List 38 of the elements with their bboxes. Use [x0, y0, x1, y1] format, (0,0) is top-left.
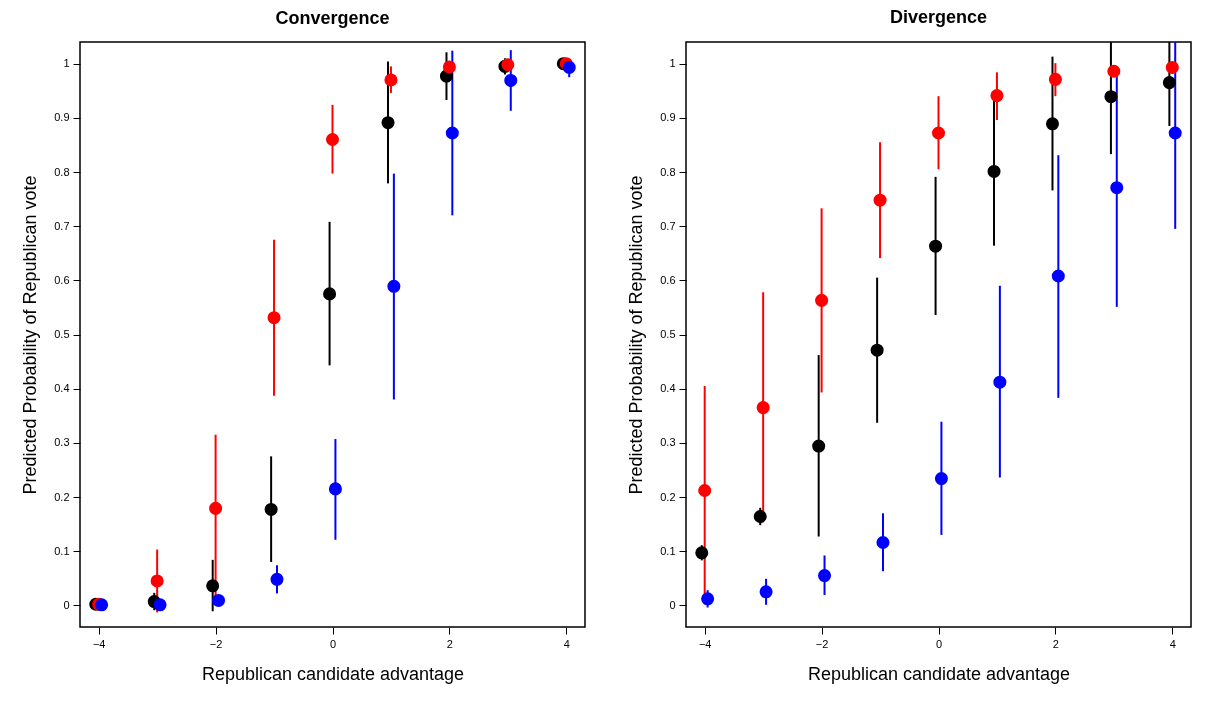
x-axis-title: Republican candidate advantage	[201, 663, 465, 684]
y-tick-label: 0.2	[54, 490, 70, 503]
y-tick-label: 0.7	[660, 219, 676, 232]
y-tick-label: 0.3	[660, 436, 676, 449]
chart-title: Divergence	[889, 7, 988, 27]
y-tick-label: 0.1	[54, 544, 70, 557]
x-tick-label: −4	[92, 637, 106, 650]
y-tick-label: 0.2	[660, 490, 676, 503]
x-axis-title: Republican candidate advantage	[807, 663, 1071, 684]
y-tick-label: 1	[669, 57, 676, 70]
y-axis-title: Predicted Probability of Republican vote	[626, 175, 647, 495]
x-tick-label: 2	[1052, 637, 1059, 650]
x-tick-label: 4	[563, 637, 570, 650]
x-tick-label: 0	[935, 637, 943, 650]
y-tick-label: 0.5	[54, 328, 70, 340]
x-tick-label: −4	[698, 637, 712, 650]
y-tick-label: 1	[63, 57, 70, 70]
x-tick-label: 2	[446, 637, 453, 650]
y-tick-label: 0.6	[54, 273, 70, 286]
y-tick-label: 0.9	[660, 111, 676, 124]
y-tick-label: 0.7	[54, 219, 70, 232]
y-tick-label: 0.1	[660, 544, 676, 557]
x-tick-label: 4	[1169, 637, 1176, 650]
y-axis-title: Predicted Probability of Republican vote	[20, 175, 41, 495]
y-tick-label: 0.4	[660, 382, 676, 395]
y-tick-label: 0	[63, 598, 70, 611]
y-tick-label: 0.8	[54, 165, 70, 178]
y-tick-label: 0.8	[660, 165, 676, 178]
y-tick-label: 0	[669, 598, 676, 611]
y-tick-label: 0.6	[660, 273, 676, 286]
chart-title: Convergence	[275, 8, 390, 28]
y-tick-label: 0.4	[54, 382, 70, 395]
x-tick-label: −2	[815, 637, 829, 650]
y-tick-label: 0.9	[54, 111, 70, 124]
y-tick-label: 0.3	[54, 436, 70, 449]
x-tick-label: 0	[329, 637, 337, 650]
y-tick-label: 0.5	[660, 328, 676, 340]
x-tick-label: −2	[209, 637, 223, 650]
